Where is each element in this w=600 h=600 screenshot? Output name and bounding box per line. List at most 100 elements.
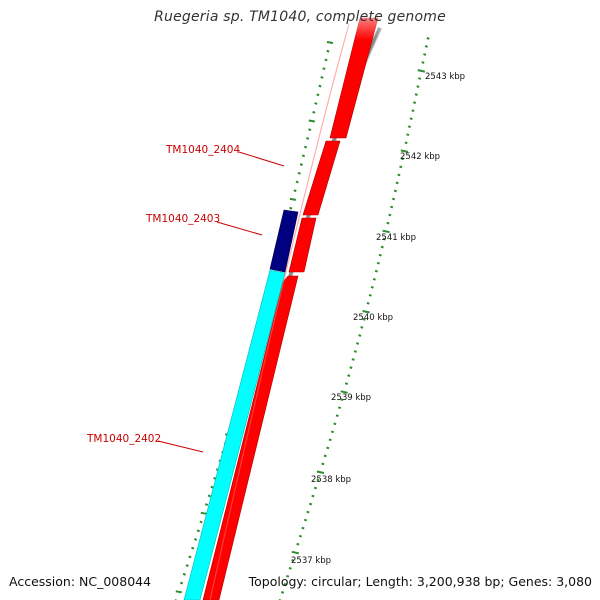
scale-minor-tick xyxy=(376,261,380,265)
gene-feature-TM1040_2404[interactable] xyxy=(302,140,341,216)
scale-minor-tick xyxy=(404,141,408,145)
outer-minor-tick xyxy=(204,503,209,507)
gene-label-TM1040_2403[interactable]: TM1040_2403 xyxy=(145,213,220,225)
scale-minor-tick xyxy=(313,486,318,490)
scale-minor-tick xyxy=(330,430,335,434)
scale-minor-tick xyxy=(391,197,396,201)
scale-label-2543: 2543 kbp xyxy=(425,72,465,82)
outer-minor-tick xyxy=(297,171,301,175)
outer-minor-tick xyxy=(185,564,189,568)
scale-minor-tick xyxy=(400,157,405,161)
leader-line-TM1040_2404 xyxy=(238,151,285,167)
accession-text: Accession: NC_008044 xyxy=(9,574,152,589)
outer-major-tick xyxy=(308,119,315,123)
scale-minor-tick xyxy=(386,221,390,225)
outer-minor-tick xyxy=(306,136,310,140)
scale-minor-tick xyxy=(298,534,303,538)
gene-feature-long[interactable] xyxy=(202,275,299,600)
scale-minor-tick xyxy=(390,205,394,209)
forward-track-shine xyxy=(209,23,350,600)
scale-minor-tick xyxy=(368,293,372,297)
outer-minor-tick xyxy=(295,180,299,184)
scale-label-2537: 2537 kbp xyxy=(291,556,331,566)
scale-minor-tick xyxy=(407,125,412,129)
scale-minor-tick xyxy=(301,526,305,530)
scale-minor-tick xyxy=(399,165,403,169)
outer-minor-tick xyxy=(207,494,211,498)
scale-label-2538: 2538 kbp xyxy=(311,475,351,485)
outer-minor-tick xyxy=(303,145,308,149)
scale-minor-tick xyxy=(382,237,386,241)
outer-major-tick xyxy=(175,590,182,594)
outer-minor-tick xyxy=(196,529,200,533)
scale-major-tick xyxy=(291,550,300,555)
scale-minor-tick xyxy=(366,301,370,305)
outer-minor-tick xyxy=(326,49,330,53)
scale-minor-tick xyxy=(395,181,399,185)
scale-minor-tick xyxy=(291,558,295,562)
outer-minor-tick xyxy=(179,581,184,585)
outer-minor-tick xyxy=(193,538,198,541)
scale-minor-tick xyxy=(337,406,342,410)
scale-minor-tick xyxy=(388,213,392,217)
outer-major-tick xyxy=(289,197,297,201)
scale-major-tick xyxy=(316,470,325,474)
scale-minor-tick xyxy=(393,189,397,193)
outer-minor-tick xyxy=(322,67,326,71)
forward-strand-track xyxy=(202,17,379,600)
outer-minor-tick xyxy=(316,93,320,97)
scale-minor-tick xyxy=(344,382,349,385)
outer-minor-tick xyxy=(320,75,324,79)
outer-minor-tick xyxy=(210,485,214,489)
outer-minor-tick xyxy=(312,110,316,114)
scale-minor-tick xyxy=(316,478,320,482)
scale-minor-tick xyxy=(286,574,290,578)
gene-label-TM1040_2402[interactable]: TM1040_2402 xyxy=(86,433,161,445)
scale-major-tick xyxy=(362,310,370,314)
outer-minor-tick xyxy=(301,154,306,158)
scale-minor-tick xyxy=(418,77,422,80)
gene-label-TM1040_2404[interactable]: TM1040_2404 xyxy=(165,144,240,156)
scale-minor-tick xyxy=(412,101,417,104)
outer-minor-tick xyxy=(324,58,328,62)
outer-minor-tick xyxy=(191,546,195,550)
gene-feature-mid[interactable] xyxy=(288,217,317,273)
scale-minor-tick xyxy=(372,277,376,281)
scale-minor-tick xyxy=(328,438,332,442)
outer-minor-tick xyxy=(188,555,192,559)
outer-major-tick xyxy=(326,41,334,44)
scale-major-tick xyxy=(340,390,348,394)
scale-minor-tick xyxy=(409,117,413,121)
scale-minor-tick xyxy=(426,37,430,40)
scale-minor-tick xyxy=(423,53,427,56)
scale-minor-tick xyxy=(355,342,360,345)
scale-minor-tick xyxy=(326,446,330,450)
scale-minor-tick xyxy=(421,61,425,64)
scale-minor-tick xyxy=(353,350,357,353)
scale-major-tick xyxy=(417,69,426,73)
scale-minor-tick xyxy=(283,582,287,586)
outer-major-tick xyxy=(200,511,207,515)
scale-label-2539: 2539 kbp xyxy=(331,393,371,403)
scale-minor-tick xyxy=(333,422,337,426)
gene-feature-TM1040_2403[interactable] xyxy=(269,209,299,273)
scale-minor-tick xyxy=(362,318,366,321)
outer-minor-tick xyxy=(199,520,203,524)
scale-minor-tick xyxy=(321,462,325,466)
leader-line-TM1040_2402 xyxy=(157,440,204,453)
outer-minor-tick xyxy=(308,128,312,132)
scale-major-tick xyxy=(400,149,409,153)
scale-minor-tick xyxy=(311,494,315,498)
scale-minor-tick xyxy=(358,334,362,337)
scale-minor-tick xyxy=(414,93,418,96)
outer-minor-tick xyxy=(314,102,318,105)
map-title: Ruegeria sp. TM1040, complete genome xyxy=(154,9,446,25)
scale-minor-tick xyxy=(360,326,364,329)
gene-feature-TM1040_2402[interactable] xyxy=(183,269,286,600)
scale-label-2540: 2540 kbp xyxy=(353,313,393,323)
scale-minor-tick xyxy=(424,45,428,48)
scale-minor-tick xyxy=(370,285,374,289)
scale-minor-tick xyxy=(303,518,308,522)
